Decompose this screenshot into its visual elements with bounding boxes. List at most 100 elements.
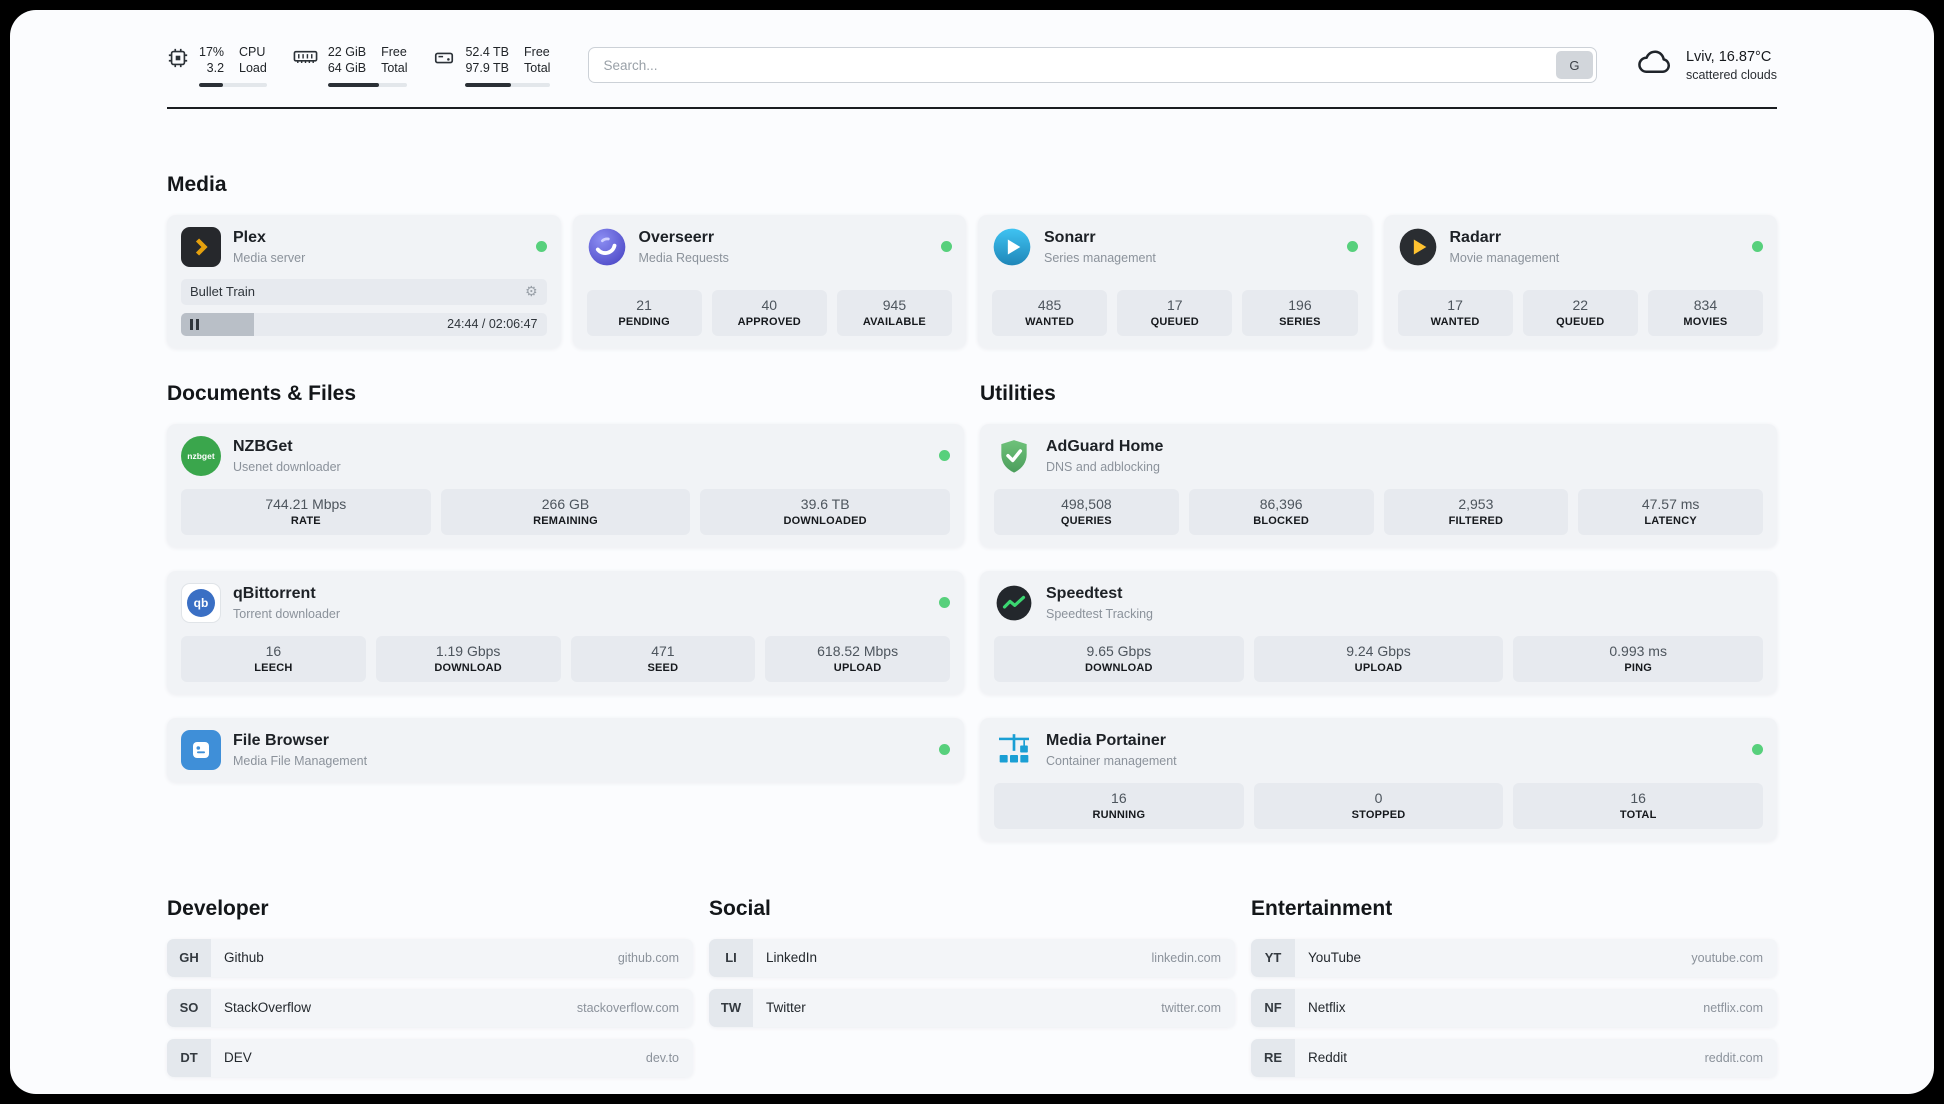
stat-label: PING xyxy=(1624,661,1653,674)
sonarr-icon xyxy=(992,227,1032,267)
stats-row: 744.21 Mbps RATE 266 GB REMAINING 39.6 T… xyxy=(181,476,951,535)
bookmark-abbr: DT xyxy=(167,1038,211,1077)
disk-total-value: 97.9 TB xyxy=(465,61,510,76)
section-heading-entertainment: Entertainment xyxy=(1251,896,1393,920)
bookmark-name: LinkedIn xyxy=(766,950,818,965)
bookmark-url: youtube.com xyxy=(1691,950,1763,965)
section-utilities: Utilities AdGuard Home DNS and adblockin… xyxy=(980,382,1777,841)
stat-label: DOWNLOADED xyxy=(783,514,867,527)
search-engine-button[interactable]: G xyxy=(1555,51,1593,80)
stat-label: SERIES xyxy=(1279,315,1321,328)
section-heading-developer: Developer xyxy=(167,896,269,920)
stats-row: 485 WANTED 17 QUEUED 196 SERIES xyxy=(992,277,1358,336)
app-card-sonarr[interactable]: Sonarr Series management 485 WANTED 17 Q… xyxy=(978,214,1372,348)
header-divider xyxy=(167,106,1777,109)
stat-value: 21 xyxy=(636,296,652,313)
stat-value: 498,508 xyxy=(1061,495,1112,512)
bookmark-url: netflix.com xyxy=(1703,1000,1763,1015)
weather-condition: scattered clouds xyxy=(1685,67,1777,82)
stat-value: 9.65 Gbps xyxy=(1086,642,1152,659)
bookmark-stackoverflow[interactable]: SO StackOverflow stackoverflow.com xyxy=(167,988,693,1027)
app-card-adguard[interactable]: AdGuard Home DNS and adblocking 498,508 … xyxy=(980,423,1777,547)
stat-value: 16 xyxy=(1630,789,1646,806)
search-input[interactable] xyxy=(588,47,1597,84)
bookmark-dev[interactable]: DT DEV dev.to xyxy=(167,1038,693,1077)
status-online-dot xyxy=(1346,241,1358,252)
search-bar: G xyxy=(588,47,1597,84)
stat-value: 9.24 Gbps xyxy=(1346,642,1411,659)
app-card-speedtest[interactable]: Speedtest Speedtest Tracking 9.65 Gbps D… xyxy=(980,570,1777,694)
stat-value: 0 xyxy=(1374,789,1383,806)
overseerr-icon xyxy=(587,227,627,267)
disk-icon xyxy=(433,44,455,74)
bookmarks: Developer GH Github github.com SO StackO… xyxy=(167,897,1777,1077)
app-card-portainer[interactable]: Media Portainer Container management 16 … xyxy=(980,717,1777,841)
bookmark-reddit[interactable]: RE Reddit reddit.com xyxy=(1251,1038,1777,1077)
player-progress[interactable]: 24:44 / 02:06:47 xyxy=(181,312,547,336)
stat-label: QUEUED xyxy=(1556,315,1605,328)
gear-icon[interactable]: ⚙ xyxy=(524,283,538,300)
cpu-load-value: 3.2 xyxy=(206,61,225,76)
stat-label: LEECH xyxy=(254,661,293,674)
stat-label: APPROVED xyxy=(737,315,801,328)
weather-widget: Lviv, 16.87°C scattered clouds xyxy=(1635,48,1777,83)
app-card-qbittorrent[interactable]: qb qBittorrent Torrent downloader 16 xyxy=(167,570,964,694)
stat-value: 1.19 Gbps xyxy=(435,642,501,659)
nzbget-icon-text: nzbget xyxy=(187,450,215,461)
stat-box: 485 WANTED xyxy=(992,289,1108,336)
disk-progress-fill xyxy=(465,82,511,87)
stat-value: 17 xyxy=(1166,296,1183,313)
app-description: Torrent downloader xyxy=(233,606,341,621)
section-heading-media: Media xyxy=(167,172,227,196)
stat-box: 16 RUNNING xyxy=(994,782,1244,829)
app-name: NZBGet xyxy=(233,438,293,456)
stats-row: 498,508 QUERIES 86,396 BLOCKED 2,953 FIL… xyxy=(994,476,1763,535)
qbittorrent-icon: qb xyxy=(181,582,221,623)
stat-box: 22 QUEUED xyxy=(1522,289,1638,336)
app-card-overseerr[interactable]: Overseerr Media Requests 21 PENDING 40 A… xyxy=(572,214,966,348)
section-heading-utilities: Utilities xyxy=(980,381,1056,405)
stat-box: 21 PENDING xyxy=(586,289,702,336)
app-description: Usenet downloader xyxy=(233,459,341,474)
app-card-filebrowser[interactable]: File Browser Media File Management xyxy=(167,717,964,782)
app-description: Container management xyxy=(1046,753,1177,768)
pause-icon[interactable] xyxy=(190,318,199,330)
bookmark-group-developer: Developer GH Github github.com SO StackO… xyxy=(167,897,693,1077)
stat-value: 618.52 Mbps xyxy=(817,642,899,659)
cpu-icon xyxy=(167,44,189,74)
cpu-progress-fill xyxy=(199,82,223,87)
stat-box: 9.24 Gbps UPLOAD xyxy=(1253,635,1504,682)
stat-box: 86,396 BLOCKED xyxy=(1188,488,1374,535)
bookmark-youtube[interactable]: YT YouTube youtube.com xyxy=(1251,938,1777,977)
section-media: Media Plex Media server Bullet xyxy=(167,173,1777,348)
bookmark-name: DEV xyxy=(224,1050,252,1065)
stat-box: 0.993 ms PING xyxy=(1513,635,1764,682)
app-description: Media File Management xyxy=(233,753,368,768)
bookmark-linkedin[interactable]: LI LinkedIn linkedin.com xyxy=(709,938,1235,977)
app-name: qBittorrent xyxy=(233,585,316,603)
stat-value: 485 xyxy=(1037,296,1062,313)
ram-progress-fill xyxy=(327,82,379,87)
bookmark-abbr: YT xyxy=(1251,938,1295,977)
app-card-radarr[interactable]: Radarr Movie management 17 WANTED 22 QUE… xyxy=(1383,214,1777,348)
stat-box: 9.65 Gbps DOWNLOAD xyxy=(994,635,1244,682)
app-card-nzbget[interactable]: nzbget NZBGet Usenet downloader 744.21 M… xyxy=(167,423,964,547)
app-card-plex[interactable]: Plex Media server Bullet Train ⚙ 24:44 /… xyxy=(167,214,561,348)
stat-box: 16 TOTAL xyxy=(1513,782,1764,829)
bookmark-github[interactable]: GH Github github.com xyxy=(167,938,693,977)
stat-box: 498,508 QUERIES xyxy=(994,488,1179,535)
stat-box: 834 MOVIES xyxy=(1647,289,1764,336)
bookmark-abbr: TW xyxy=(709,988,753,1027)
disk-progress-bar xyxy=(465,82,551,87)
bookmark-twitter[interactable]: TW Twitter twitter.com xyxy=(709,988,1235,1027)
disk-free-value: 52.4 TB xyxy=(465,45,510,59)
stat-value: 834 xyxy=(1693,296,1718,313)
stats-row: 16 RUNNING 0 STOPPED 16 TOTAL xyxy=(994,770,1764,829)
app-description: Series management xyxy=(1044,250,1156,265)
stat-value: 266 GB xyxy=(541,495,590,512)
bookmark-netflix[interactable]: NF Netflix netflix.com xyxy=(1251,988,1777,1027)
filebrowser-icon xyxy=(181,729,221,770)
ram-progress-bar xyxy=(327,82,408,87)
cpu-label: CPU xyxy=(239,45,266,59)
bookmark-url: twitter.com xyxy=(1161,1000,1221,1015)
